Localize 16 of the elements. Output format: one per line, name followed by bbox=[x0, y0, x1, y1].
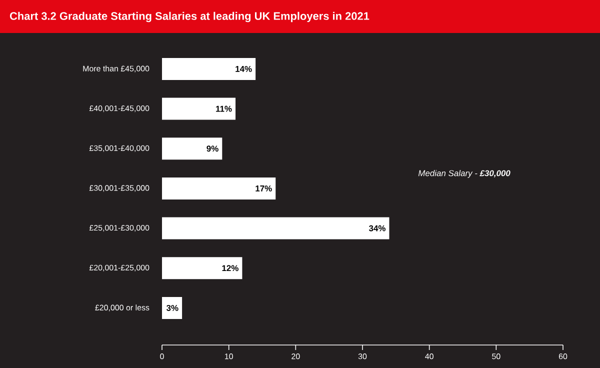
bar bbox=[162, 217, 390, 240]
bar bbox=[162, 296, 182, 319]
data-label: 12% bbox=[222, 265, 238, 272]
data-label: 11% bbox=[216, 106, 232, 112]
data-label: 3% bbox=[166, 304, 178, 311]
bar bbox=[162, 138, 222, 160]
annotation: Median Salary - £30,000 bbox=[418, 170, 510, 178]
bar bbox=[162, 58, 256, 80]
data-label: 34% bbox=[368, 225, 386, 232]
chart-title: Chart 3.2 Graduate Starting Salaries at leading UK Employers in 2021 bbox=[10, 12, 370, 22]
bar bbox=[162, 257, 242, 280]
data-label: 14% bbox=[236, 66, 252, 72]
bar bbox=[162, 98, 236, 120]
data-label: 17% bbox=[256, 185, 272, 192]
data-label: 9% bbox=[206, 146, 218, 152]
bar bbox=[162, 177, 276, 200]
